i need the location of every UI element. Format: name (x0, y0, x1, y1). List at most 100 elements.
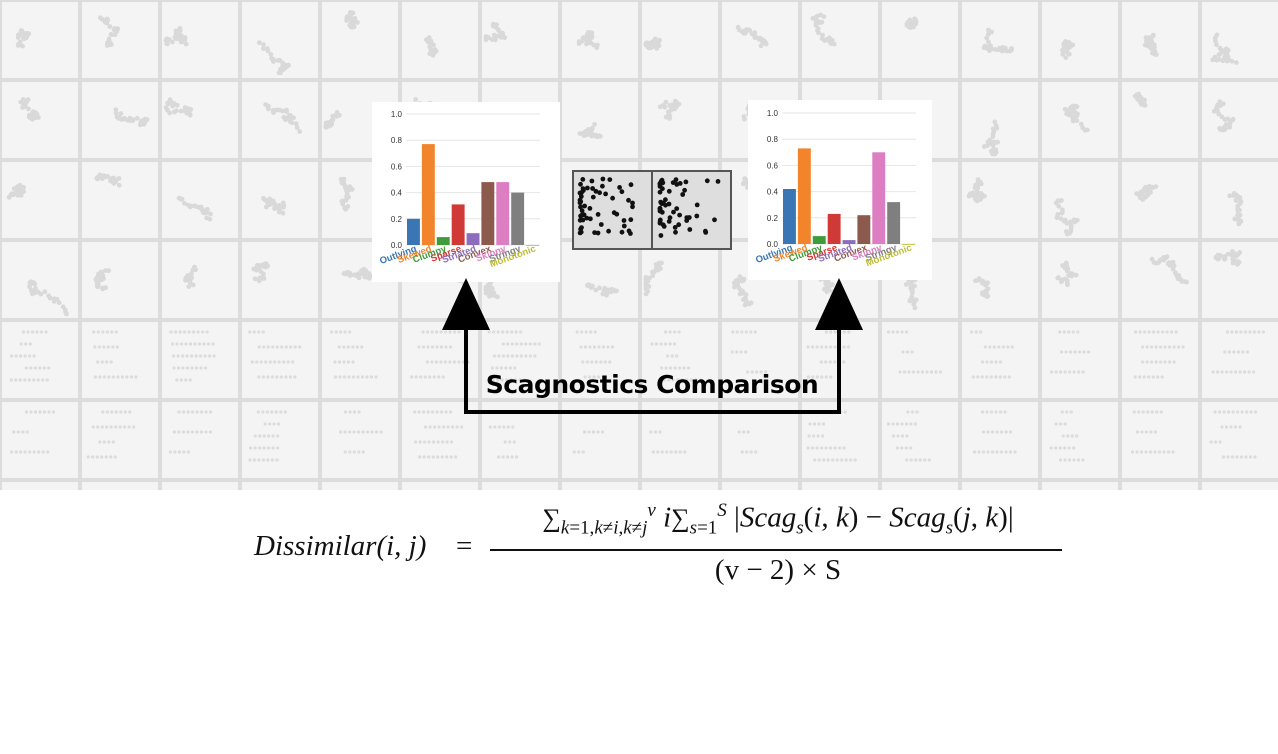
background-cell (240, 480, 320, 490)
bar-stringy (511, 192, 525, 245)
background-points (810, 12, 837, 47)
background-points (1211, 99, 1236, 133)
formula-numerator: ∑k=1,k≠i,k≠jv i∑s=1S |Scags(i, k) − Scag… (542, 500, 1014, 539)
formula-equals: = (456, 530, 473, 562)
background-points (577, 122, 603, 140)
background-cell (320, 0, 400, 80)
background-points (731, 274, 754, 308)
background-points (9, 330, 51, 382)
bar-stringy (887, 202, 901, 244)
background-cell (0, 400, 80, 480)
background-points (1055, 260, 1079, 288)
background-points (1130, 410, 1175, 454)
background-cell (320, 480, 400, 490)
background-points (981, 119, 1000, 157)
background-points (10, 410, 56, 454)
background-points (424, 35, 439, 58)
bar-skewed (797, 148, 811, 244)
bar-skinny (872, 152, 886, 244)
y-tick-label: 0.4 (767, 188, 779, 197)
background-cell (240, 400, 320, 480)
background-points (1060, 39, 1076, 60)
bar-striated (466, 233, 480, 245)
background-points (248, 330, 302, 379)
background-cell (640, 480, 720, 490)
background-points (330, 330, 378, 379)
bar-clumpy (436, 237, 450, 245)
background-points (1050, 330, 1091, 374)
background-cell (960, 0, 1040, 80)
background-cell (560, 480, 640, 490)
background-points (6, 182, 26, 200)
background-cell (0, 0, 80, 80)
arrow-head-left (442, 278, 490, 330)
background-cell (1040, 240, 1120, 320)
background-points (643, 36, 662, 51)
background-points (483, 21, 508, 43)
background-cell (1120, 0, 1200, 80)
background-points (323, 110, 342, 130)
bar-chart-right-svg: 0.00.20.40.60.81.0OutlyingSkewedClumpySp… (754, 109, 916, 269)
background-cell (400, 480, 480, 490)
background-cell (1040, 80, 1120, 160)
background-cell (560, 0, 640, 80)
background-points (966, 177, 987, 204)
bar-skinny (496, 182, 510, 245)
background-points (27, 279, 69, 317)
background-scatter-grid (0, 0, 1278, 490)
background-cell (240, 160, 320, 240)
background-cell (640, 80, 720, 160)
background-cell (720, 320, 800, 400)
scatterplot-pair (572, 170, 732, 250)
background-points (575, 330, 615, 379)
background-cell (480, 480, 560, 490)
background-cell (1200, 80, 1278, 160)
background-cell (880, 400, 960, 480)
y-tick-label: 0.0 (391, 241, 403, 250)
background-cell (80, 0, 160, 80)
background-points (650, 330, 702, 382)
background-cell (80, 320, 160, 400)
background-points (735, 24, 769, 49)
background-points (904, 16, 919, 30)
background-points (973, 276, 991, 299)
y-tick-label: 1.0 (767, 109, 779, 118)
background-points (163, 97, 194, 118)
background-cell (880, 0, 960, 80)
background-cell (1120, 160, 1200, 240)
fraction-bar (490, 549, 1062, 551)
background-cell (960, 80, 1040, 160)
comparison-arrows (442, 278, 863, 414)
y-tick-label: 0.6 (767, 161, 779, 170)
background-points (183, 264, 199, 289)
formula-lhs: Dissimilar(i, j) (254, 530, 427, 562)
background-points (972, 410, 1017, 454)
bar-convex (481, 182, 495, 245)
background-points (1213, 249, 1243, 267)
background-cell (560, 80, 640, 160)
background-points (256, 40, 291, 76)
arrow-head-right (815, 278, 863, 330)
background-cell (0, 480, 80, 490)
background-cell (1120, 80, 1200, 160)
bar-monotonic (902, 244, 915, 245)
background-points (18, 97, 41, 122)
y-tick-label: 0.2 (767, 214, 779, 223)
background-cell (960, 320, 1040, 400)
background-points (163, 26, 189, 47)
scagnostics-bar-chart-right: 0.0 0.2 0.4 0.6 0.8 1.0 Outlying Skewed Clumpy Sp… (748, 100, 932, 280)
background-points (338, 176, 355, 212)
background-cell (0, 240, 80, 320)
background-points (1049, 410, 1085, 462)
background-cell (0, 160, 80, 240)
background-cell (960, 480, 1040, 490)
background-cell (240, 80, 320, 160)
background-points (585, 282, 619, 298)
background-points (168, 410, 213, 454)
scatter-points (657, 177, 721, 238)
background-cell (560, 320, 640, 400)
background-cell (1120, 320, 1200, 400)
background-cell (480, 320, 560, 400)
background-points (1210, 32, 1239, 65)
background-points (263, 102, 303, 134)
